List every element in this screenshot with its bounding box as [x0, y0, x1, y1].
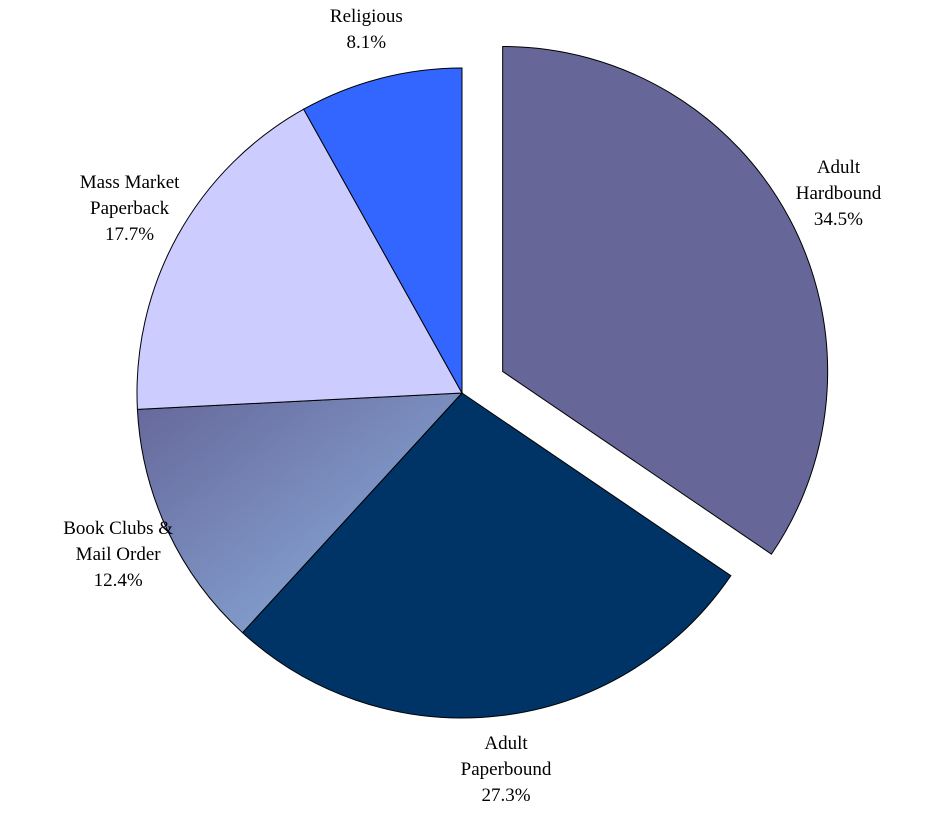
slice-label: Adult Paperbound 27.3%	[444, 731, 568, 809]
slice-label: Mass Market Paperback 17.7%	[68, 170, 192, 248]
category-label: Book Clubs & Mail Order	[63, 517, 174, 565]
value-label: 8.1%	[346, 32, 387, 53]
category-label: Adult Paperbound	[460, 733, 552, 781]
pie-slice	[241, 392, 732, 719]
slice-label: Religious 8.1%	[304, 4, 428, 56]
category-label: Religious	[329, 6, 403, 27]
slice-label: Adult Hardbound 34.5%	[776, 155, 900, 233]
pie-slice	[302, 67, 463, 395]
pie-slice	[136, 392, 464, 634]
value-label: 17.7%	[105, 223, 155, 245]
value-label: 27.3%	[481, 785, 531, 807]
value-label: 34.5%	[813, 208, 863, 230]
category-label: Adult Hardbound	[795, 156, 882, 204]
pie-slice	[136, 108, 463, 410]
category-label: Mass Market Paperback	[79, 171, 180, 219]
value-label: 12.4%	[93, 569, 143, 591]
pie-slice	[502, 45, 829, 555]
slice-label: Book Clubs & Mail Order 12.4%	[56, 516, 180, 594]
